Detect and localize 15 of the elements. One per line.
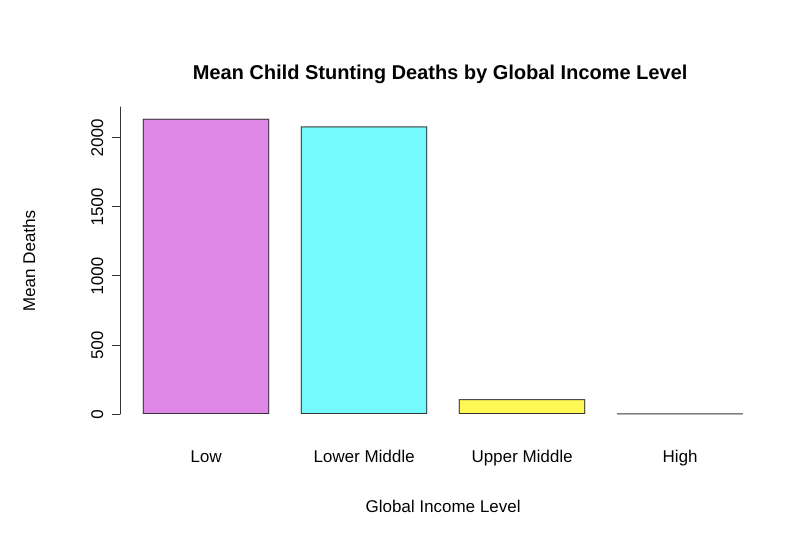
- bar: [458, 399, 586, 414]
- y-tick-label: 1000: [88, 256, 107, 295]
- y-axis-title: Mean Deaths: [20, 210, 39, 312]
- y-tick-label: 500: [88, 330, 107, 360]
- x-axis-title: Global Income Level: [366, 497, 520, 516]
- y-tick-label: 1500: [88, 188, 107, 226]
- x-tick-label: Low: [190, 447, 222, 466]
- y-tick-label: 0: [88, 409, 107, 419]
- chart-title: Mean Child Stunting Deaths by Global Income Level: [192, 62, 688, 84]
- x-tick-label: High: [662, 447, 698, 466]
- y-tick-label: 2000: [88, 118, 107, 156]
- bar: [300, 126, 428, 414]
- x-tick-label: Upper Middle: [471, 447, 573, 466]
- x-tick-label: Lower Middle: [313, 447, 415, 466]
- bar: [142, 118, 270, 414]
